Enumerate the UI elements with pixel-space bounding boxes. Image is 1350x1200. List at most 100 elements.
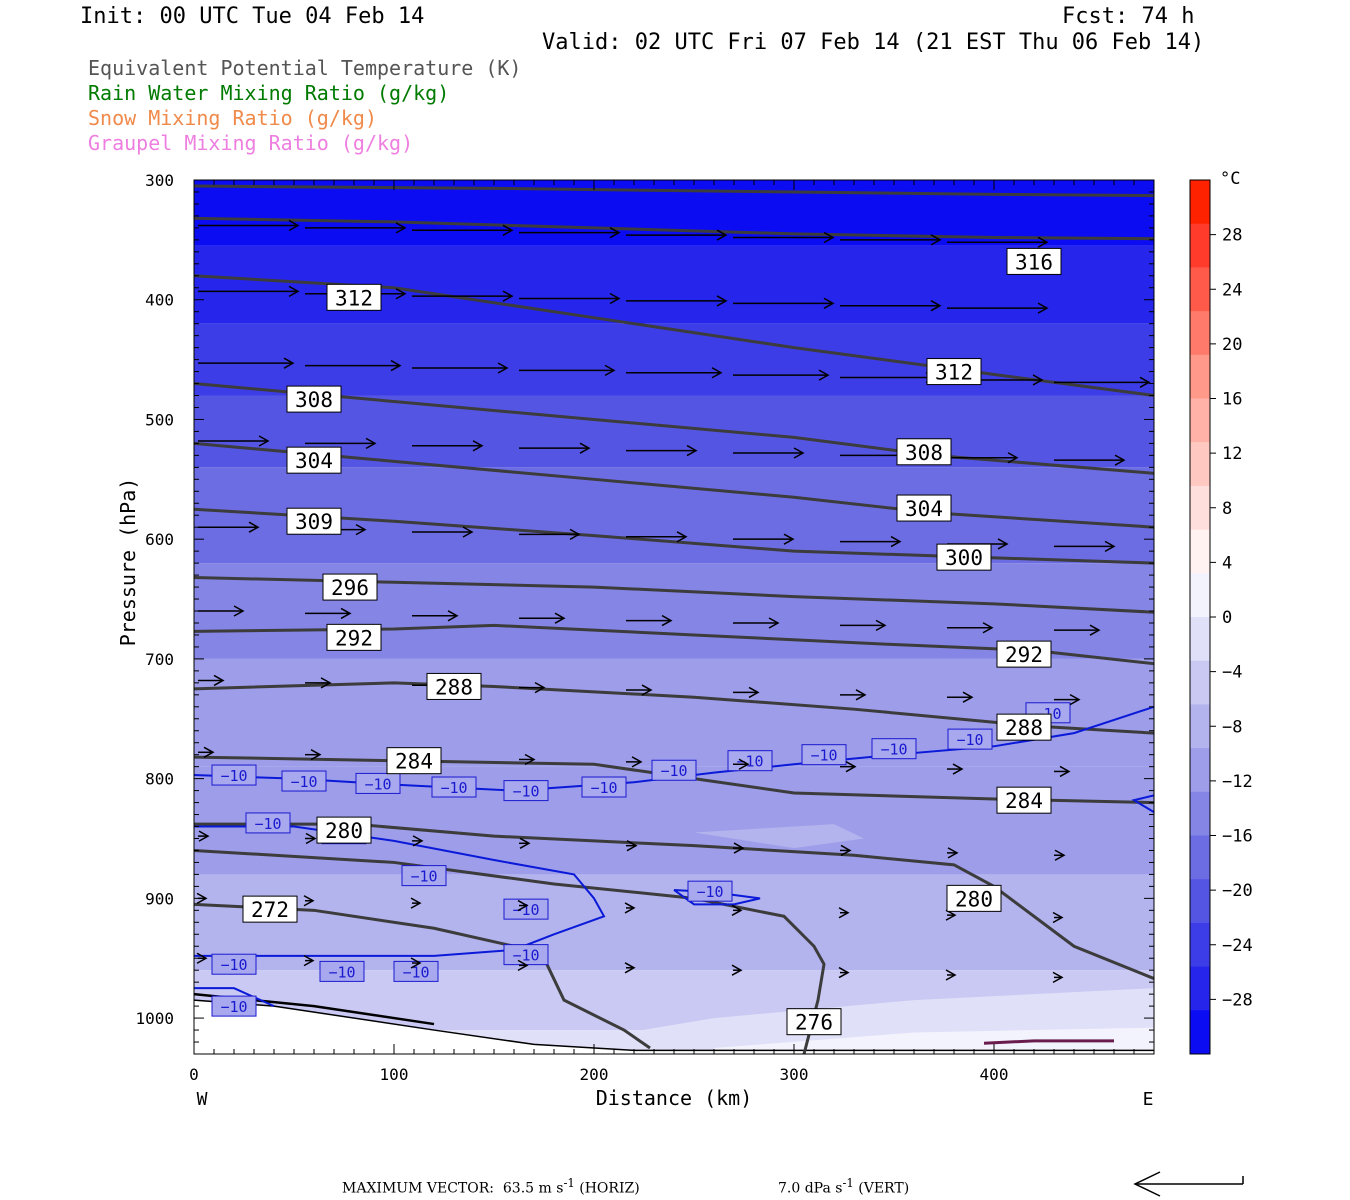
wind-vector-head-1-3: [609, 292, 621, 305]
x-tick-label-300: 300: [780, 1065, 809, 1084]
isotherm-label-8: −10: [810, 747, 837, 765]
colorbar-label-0: 28: [1222, 226, 1242, 246]
theta-e-label-1: 312: [335, 286, 373, 310]
wind-vector-head-0-5: [823, 231, 835, 244]
colorbar-bin-1: [1190, 223, 1210, 268]
temperature-band-4: [194, 467, 1154, 564]
x-end-label-west: W: [197, 1089, 208, 1110]
wind-vector-head-9-0: [196, 892, 208, 905]
isotherm-label-box-9: [871, 738, 917, 760]
theta-e-label-2: 312: [935, 361, 973, 385]
theta-e-label-box-11: [996, 640, 1052, 668]
theta-e-label-box-13: [996, 713, 1052, 741]
wind-vector-head-10-7: [945, 969, 957, 981]
wind-vector-head-3-1: [365, 437, 377, 450]
max-vector-vert-tag: (VERT): [858, 1180, 910, 1197]
colorbar-bin-4: [1190, 354, 1210, 399]
wind-vector-head-10-8: [1052, 971, 1064, 984]
max-vector-horiz-value: 63.5: [502, 1180, 535, 1197]
forecast-hour: Fcst: 74 h: [1062, 4, 1195, 29]
wind-vector-head-1-2: [502, 290, 514, 302]
wind-vector-head-1-6: [930, 300, 942, 312]
wind-vector-head-4-3: [569, 528, 581, 541]
isotherm-label-box-1: [281, 770, 327, 792]
wind-vector-head-10-0: [196, 952, 208, 964]
legend-rain: Rain Water Mixing Ratio (g/kg): [88, 81, 450, 105]
colorbar-bin-14: [1190, 791, 1210, 836]
wind-vector-head-0-0: [288, 219, 300, 232]
wind-vector-head-10-4: [624, 962, 636, 974]
x-tick-label-400: 400: [980, 1065, 1009, 1084]
isotherm-label-9: −10: [880, 741, 907, 759]
wind-vector-head-7-0: [203, 746, 215, 758]
wind-vector-head-8-0: [198, 830, 210, 842]
wind-vector-head-0-6: [930, 234, 942, 246]
max-vector-label: MAXIMUM VECTOR:: [342, 1180, 494, 1197]
theta-e-contour-4: [193, 441, 1155, 529]
temperature-band-3: [194, 395, 1154, 468]
isotherm-label-box-7: [727, 750, 773, 772]
isotherm-label-box-5: [581, 776, 627, 798]
theta-e-label-4: 308: [905, 441, 943, 465]
wind-vector-head-8-1: [305, 832, 317, 845]
theta-e-label-box-15: [996, 786, 1052, 814]
wind-vector-head-10-3: [517, 959, 529, 972]
colorbar-bin-12: [1190, 704, 1210, 749]
wind-vector-head-2-1: [390, 359, 402, 372]
wind-vector-head-6-4: [641, 684, 653, 696]
isotherm-label-box-10: [947, 728, 993, 750]
wind-vector-head-0-1: [395, 222, 407, 234]
x-tick-label-200: 200: [580, 1065, 609, 1084]
temperature-band-2: [194, 323, 1154, 396]
wind-vector-head-6-3: [534, 681, 546, 694]
theta-e-label-17: 280: [955, 887, 993, 911]
x-tick-label-0: 0: [189, 1065, 199, 1084]
colorbar-label-2: 20: [1222, 335, 1242, 355]
colorbar-label-14: −28: [1222, 990, 1253, 1010]
legend-snow: Snow Mixing Ratio (g/kg): [88, 106, 377, 130]
wind-vector-head-8-2: [412, 835, 424, 847]
y-axis-label: Pressure (hPa): [116, 478, 140, 647]
colorbar-label-6: 4: [1222, 553, 1232, 573]
legend-theta-e: Equivalent Potential Temperature (K): [88, 56, 522, 80]
wind-vector-head-9-5: [731, 904, 743, 916]
isotherm-label-4: −10: [512, 783, 539, 801]
wind-vector-head-7-7: [952, 763, 964, 775]
wind-vector-head-9-6: [838, 907, 850, 919]
wind-vector-head-5-5: [768, 617, 780, 629]
wind-vector-head-3-8: [1114, 454, 1126, 466]
colorbar-label-3: 16: [1222, 390, 1242, 410]
colorbar-label-4: 12: [1222, 444, 1242, 464]
wind-vector-head-7-8: [1059, 765, 1071, 778]
wind-vector-head-5-4: [661, 614, 673, 627]
wind-vector-head-0-4: [716, 229, 728, 241]
wind-vector-head-8-5: [733, 842, 745, 854]
theta-e-label-14: 284: [395, 750, 433, 774]
theta-e-label-box-4: [896, 438, 952, 466]
surface-warmest-region: [714, 1027, 1154, 1054]
theta-e-label-0: 316: [1015, 250, 1053, 274]
valid-time: Valid: 02 UTC Fri 07 Feb 14 (21 EST Thu …: [542, 30, 1205, 55]
theta-e-label-box-9: [322, 573, 378, 601]
x-tick-label-100: 100: [380, 1065, 409, 1084]
theta-e-label-box-14: [386, 747, 442, 775]
max-vector-horiz: MAXIMUM VECTOR: 63.5 m s-1 (HORIZ): [342, 1176, 640, 1197]
isotherm-label-box-12: [245, 812, 291, 834]
isotherm-label-16: −10: [512, 947, 539, 965]
isotherm-label-box-15: [503, 898, 549, 920]
colorbar-label-9: −8: [1222, 717, 1242, 737]
wind-vector-head-9-1: [303, 895, 315, 907]
wind-vector-head-5-3: [554, 612, 566, 624]
isotherm-label-box-0: [211, 764, 257, 786]
theta-e-contour-1: [193, 216, 1155, 241]
wind-vector-head-6-7: [962, 691, 974, 703]
wind-vector-head-3-7: [1007, 452, 1019, 464]
isotherm-minus10-2: [194, 987, 275, 1008]
theta-e-label-10: 292: [335, 626, 373, 650]
wind-vector-head-7-6: [845, 761, 857, 773]
unit-exponent: -1: [563, 1176, 575, 1190]
y-tick-label-300: 300: [145, 171, 174, 190]
isotherm-label-0: −10: [220, 767, 247, 785]
colorbar-bin-15: [1190, 835, 1210, 880]
wind-vector-head-6-5: [748, 686, 760, 699]
